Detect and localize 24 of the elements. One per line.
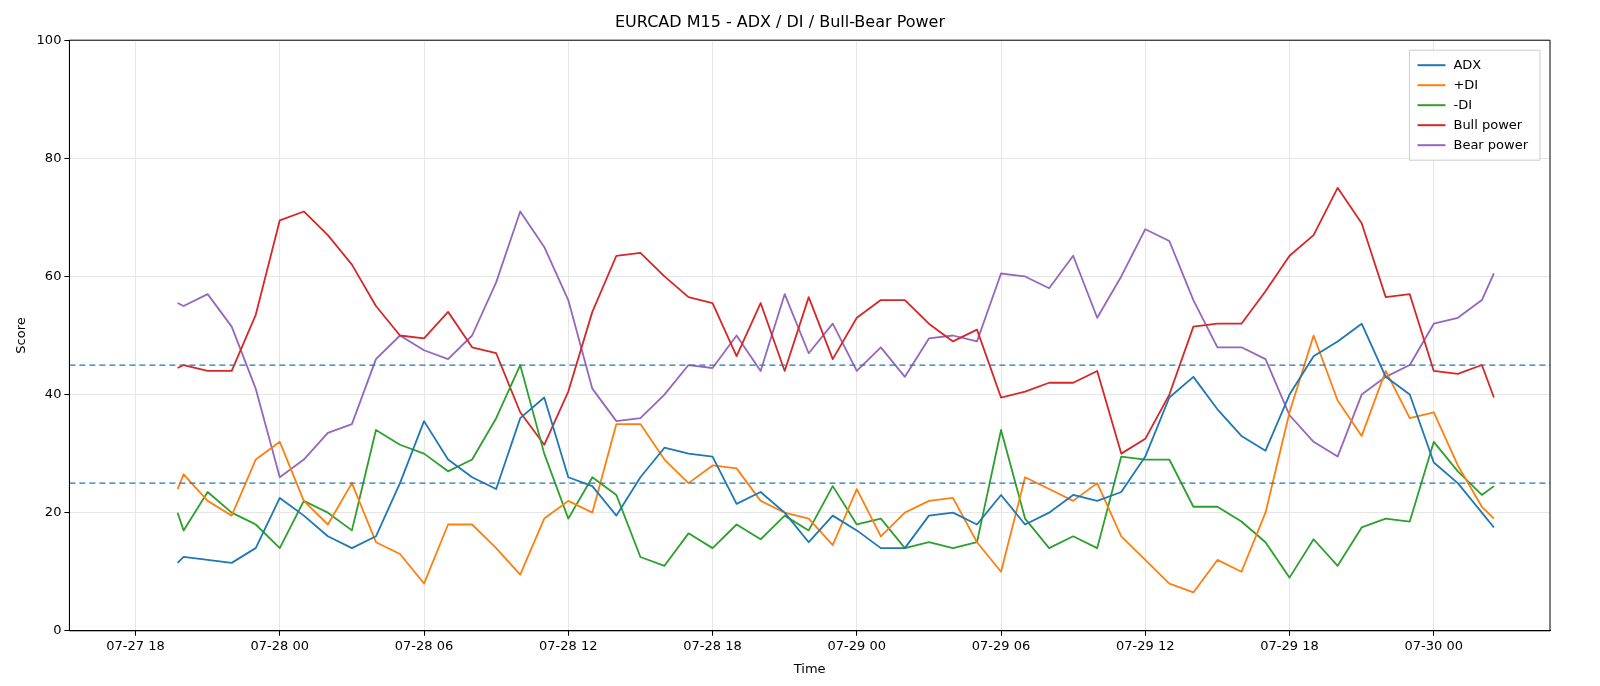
x-tick-label: 07-29 00 [827, 637, 887, 653]
y-tick-label: 60 [44, 267, 62, 283]
y-axis-title: Score [13, 317, 29, 354]
x-axis-title: Time [792, 660, 826, 676]
legend-label: +DI [1453, 76, 1479, 92]
y-tick-label: 100 [36, 31, 62, 47]
legend-label: -DI [1453, 96, 1473, 112]
y-tick-label: 0 [53, 622, 62, 638]
x-tick-label: 07-29 18 [1260, 637, 1319, 653]
legend-label: Bear power [1453, 136, 1529, 152]
y-tick-label: 20 [44, 504, 62, 520]
x-tick-label: 07-28 18 [683, 637, 742, 653]
x-tick-label: 07-29 06 [971, 637, 1031, 653]
legend-label: Bull power [1453, 116, 1523, 132]
x-tick-label: 07-27 18 [106, 637, 165, 653]
x-tick-label: 07-29 12 [1116, 637, 1175, 653]
x-tick-label: 07-30 00 [1404, 637, 1464, 653]
y-tick-label: 80 [44, 149, 62, 165]
chart-title: EURCAD M15 - ADX / DI / Bull-Bear Power [614, 11, 946, 31]
legend-label: ADX [1453, 56, 1482, 72]
y-tick-label: 40 [44, 385, 62, 401]
x-tick-label: 07-28 00 [250, 637, 310, 653]
x-tick-label: 07-28 06 [394, 637, 454, 653]
x-tick-label: 07-28 12 [539, 637, 598, 653]
